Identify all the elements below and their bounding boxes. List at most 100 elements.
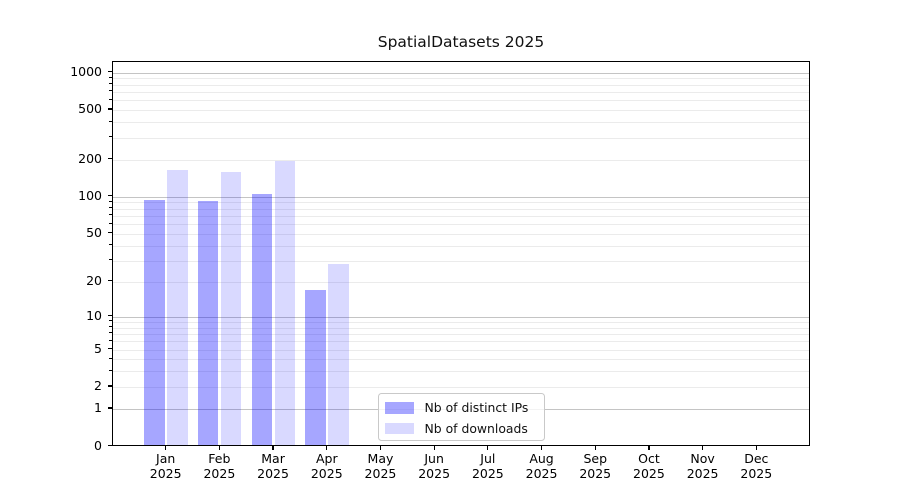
bar-distinct-ips	[144, 199, 165, 446]
gridline-minor	[113, 122, 809, 124]
y-tick-label: 100	[78, 187, 102, 203]
y-tick-label: 500	[78, 101, 102, 117]
x-tick	[326, 445, 328, 450]
y-minor-tick	[109, 326, 112, 328]
legend-swatch-downloads-icon	[385, 422, 414, 434]
y-minor-tick	[109, 332, 112, 334]
y-tick-label: 0	[94, 437, 102, 453]
bar-downloads	[328, 264, 349, 446]
bar-downloads	[220, 172, 242, 446]
gridline-minor	[113, 202, 809, 204]
legend-swatch-distinct-ips-icon	[385, 402, 414, 414]
x-tick	[755, 445, 757, 450]
bar-distinct-ips	[251, 194, 273, 446]
plot-area	[112, 61, 810, 446]
x-tick-label: Jun 2025	[418, 451, 451, 481]
gridline-major	[113, 72, 809, 74]
x-tick-label: Aug 2025	[525, 451, 558, 481]
gridline-minor	[113, 327, 809, 329]
gridline-minor	[113, 224, 809, 226]
gridline-minor	[113, 78, 809, 80]
x-tick	[701, 445, 704, 450]
gridline-minor	[113, 359, 809, 361]
x-tick-label: Nov 2025	[686, 451, 719, 481]
y-minor-tick	[109, 348, 112, 350]
gridline-minor	[113, 84, 809, 86]
y-tick	[107, 195, 112, 197]
x-tick	[379, 445, 382, 450]
y-minor-tick	[109, 259, 112, 261]
y-tick-label: 200	[78, 150, 102, 166]
y-tick-label: 1	[94, 399, 102, 415]
x-tick-label: Jan 2025	[149, 451, 182, 481]
gridline-minor	[113, 110, 809, 112]
x-tick-label: Mar 2025	[257, 451, 289, 481]
gridline-minor	[113, 260, 809, 262]
x-tick	[272, 445, 274, 450]
y-minor-tick	[109, 98, 112, 100]
gridline-minor	[113, 100, 809, 102]
x-tick-label: Feb 2025	[203, 451, 236, 481]
x-tick-label: Jul 2025	[471, 451, 504, 481]
y-tick-label: 10	[86, 307, 102, 323]
y-tick-label: 50	[86, 224, 102, 240]
y-minor-tick	[109, 339, 112, 341]
gridline-minor	[113, 91, 809, 93]
chart-title: SpatialDatasets 2025	[377, 33, 545, 51]
gridline-minor	[113, 321, 809, 323]
gridline-minor	[113, 245, 809, 247]
y-minor-tick	[109, 244, 112, 246]
bar-distinct-ips	[197, 200, 219, 446]
y-minor-tick	[109, 108, 112, 110]
gridline-minor	[113, 159, 809, 161]
y-minor-tick	[109, 214, 112, 216]
y-minor-tick	[109, 158, 112, 160]
x-tick-label: Sep 2025	[579, 451, 612, 481]
y-tick	[107, 407, 112, 409]
legend-item-downloads: Nb of downloads	[379, 418, 544, 439]
y-tick-label: 20	[86, 272, 102, 288]
y-minor-tick	[109, 90, 112, 92]
legend-label-downloads: Nb of downloads	[424, 420, 528, 436]
bar-distinct-ips	[305, 290, 326, 446]
x-tick-label: Dec 2025	[740, 451, 773, 481]
x-tick	[487, 445, 489, 450]
gridline-major	[113, 316, 809, 318]
legend-label-distinct-ips: Nb of distinct IPs	[424, 400, 529, 416]
gridline-minor	[113, 371, 809, 373]
y-minor-tick	[109, 385, 112, 387]
gridline-minor	[113, 387, 809, 389]
y-minor-tick	[109, 76, 112, 78]
bar-downloads	[167, 169, 188, 446]
y-minor-tick	[109, 357, 112, 359]
gridline-major	[113, 196, 809, 198]
x-tick-label: Oct 2025	[633, 451, 665, 481]
gridline-minor	[113, 281, 809, 283]
y-minor-tick	[109, 200, 112, 202]
y-tick	[107, 444, 112, 447]
gridline-minor	[113, 233, 809, 235]
x-tick	[540, 445, 543, 450]
y-tick	[107, 315, 112, 317]
y-minor-tick	[109, 136, 112, 138]
y-minor-tick	[109, 120, 112, 122]
gridline-minor	[113, 137, 809, 139]
y-tick-label: 1000	[70, 63, 102, 79]
y-tick-label: 2	[94, 378, 102, 394]
gridline-minor	[113, 333, 809, 335]
x-tick	[594, 445, 596, 450]
x-tick	[165, 445, 167, 450]
gridline-minor	[113, 208, 809, 210]
x-tick-label: May 2025	[364, 451, 397, 481]
legend: Nb of distinct IPs Nb of downloads	[378, 392, 545, 441]
y-tick	[107, 70, 112, 73]
legend-item-distinct-ips: Nb of distinct IPs	[379, 398, 544, 419]
y-minor-tick	[109, 83, 112, 85]
y-tick-label: 5	[94, 340, 102, 356]
y-minor-tick	[109, 369, 112, 371]
y-minor-tick	[109, 222, 112, 224]
y-minor-tick	[109, 232, 112, 234]
gridline-minor	[113, 341, 809, 343]
gridline-minor	[113, 215, 809, 217]
y-minor-tick	[109, 280, 112, 282]
